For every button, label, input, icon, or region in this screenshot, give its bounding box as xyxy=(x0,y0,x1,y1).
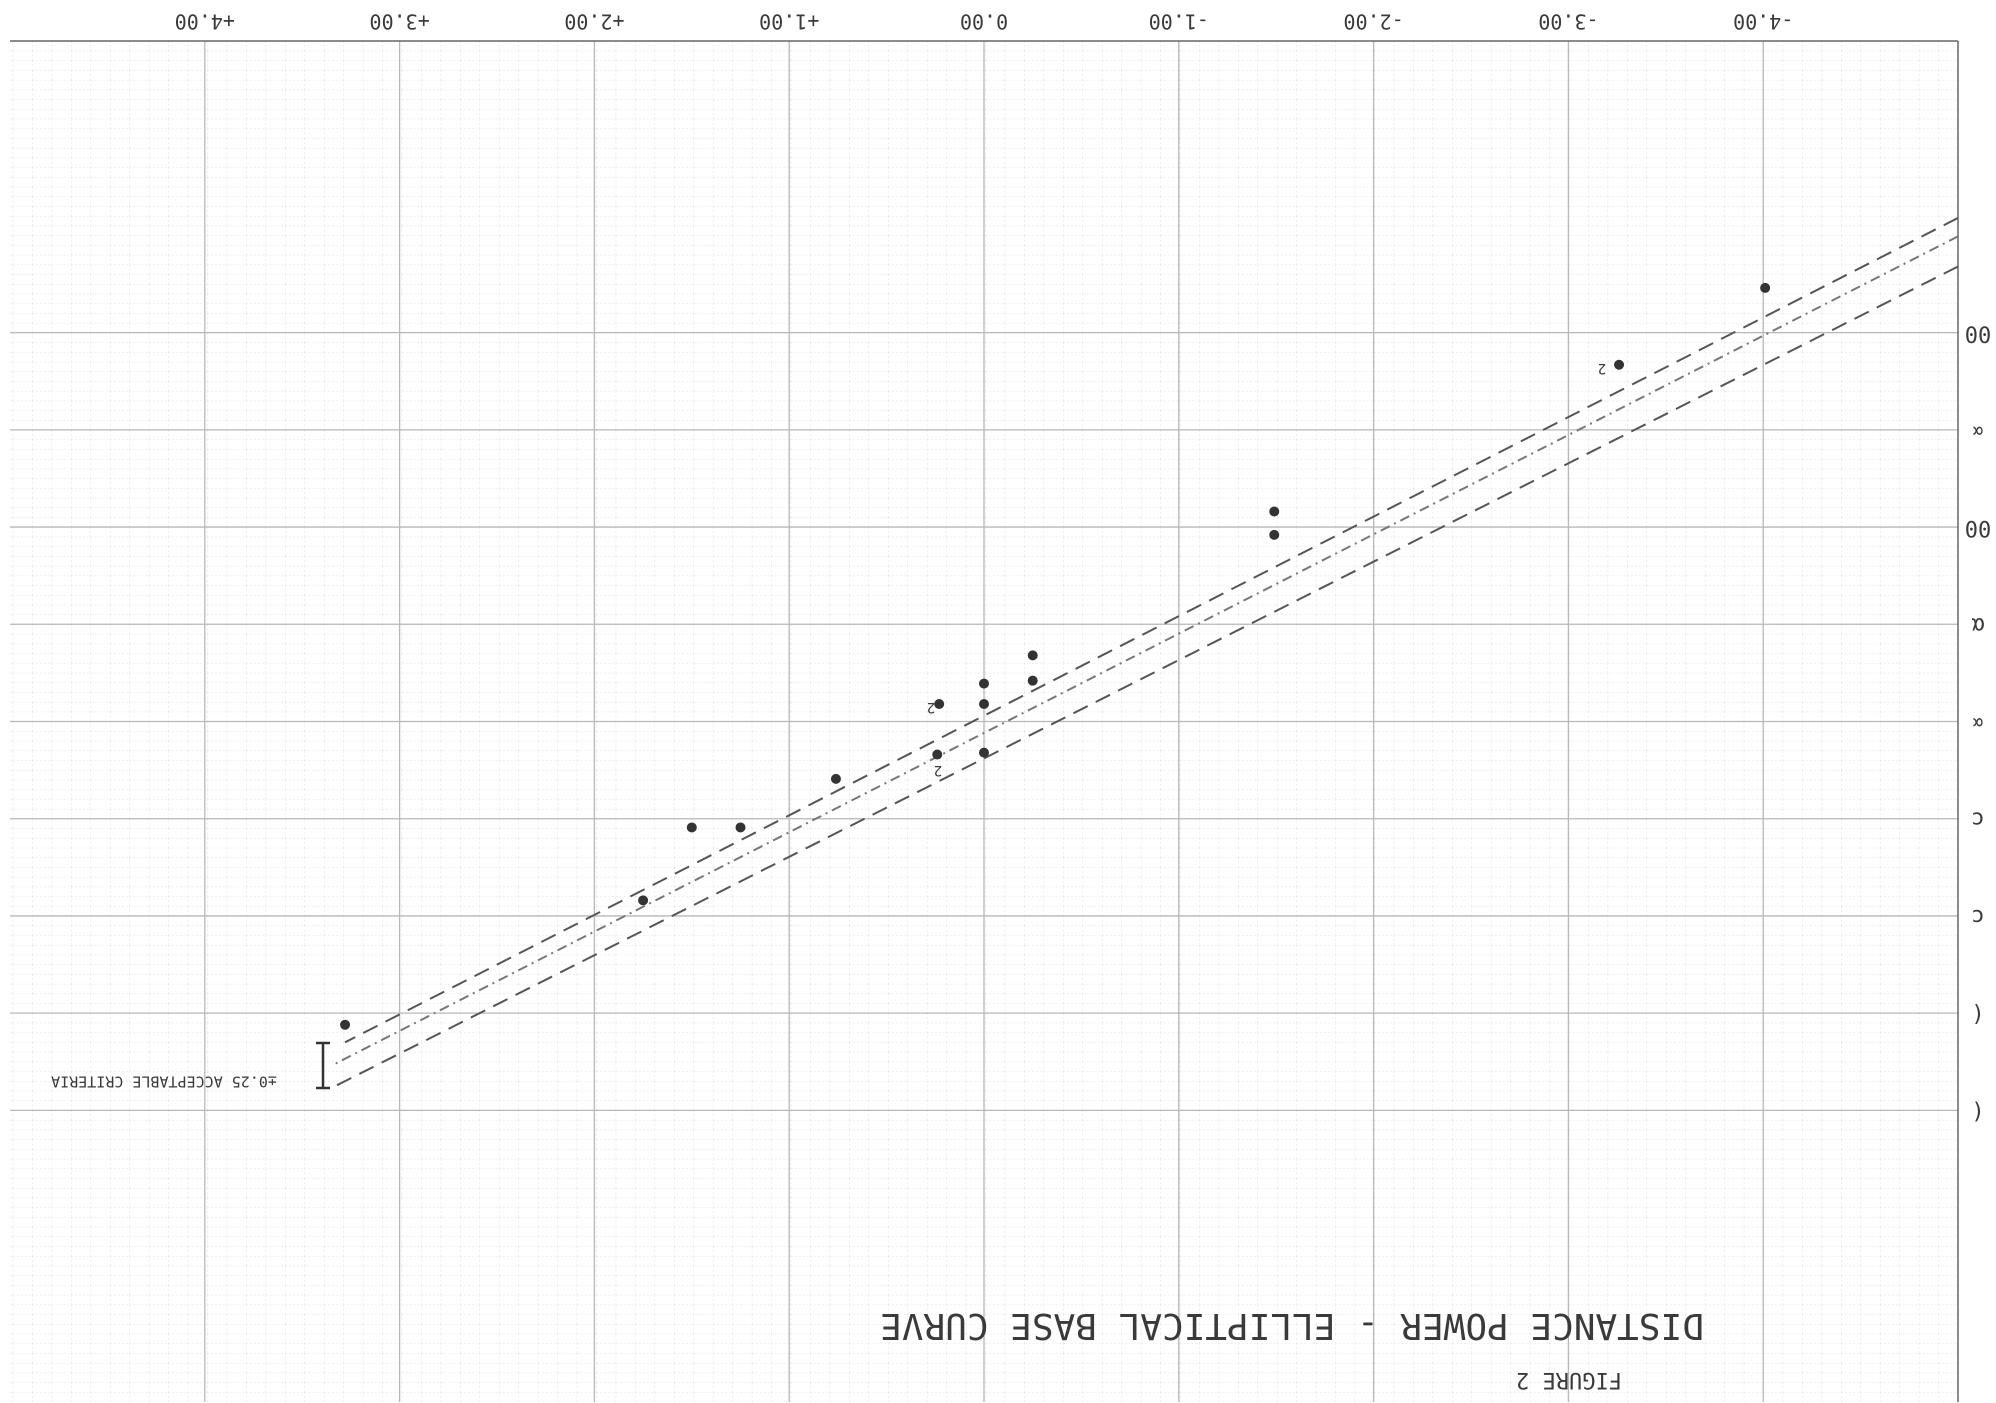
data-point xyxy=(979,748,989,758)
data-point xyxy=(1028,650,1038,660)
page: -4.00 -3.00 -2.00 -1.00 0.00 +1.00 +2.00 +3.00 +… xyxy=(0,0,1996,1403)
x-tick-label: -4.00 xyxy=(1733,10,1793,34)
x-tick-label: +4.00 xyxy=(175,10,235,34)
annotation: 2 xyxy=(934,762,942,778)
y-tick-label: c xyxy=(1971,904,1984,929)
data-point xyxy=(979,699,989,709)
data-point xyxy=(638,895,648,905)
y-tick-label: 00 xyxy=(1965,515,1992,540)
x-tick-label: +3.00 xyxy=(369,10,429,34)
y-tick-label: ∝ xyxy=(1971,418,1984,443)
y-tick-label: ( xyxy=(1971,1001,1984,1026)
x-tick-label: -3.00 xyxy=(1538,10,1598,34)
data-point xyxy=(979,679,989,689)
chart-subtitle: FIGURE 2 xyxy=(1516,1367,1622,1392)
x-tick-label: +2.00 xyxy=(564,10,624,34)
data-point xyxy=(1269,507,1279,517)
chart-title: DISTANCE POWER - ELLIPTICAL BASE CURVE xyxy=(880,1305,1704,1346)
data-point xyxy=(1760,283,1770,293)
data-point xyxy=(1614,360,1624,370)
y-tick-label: c xyxy=(1971,807,1984,832)
x-tick-label: +1.00 xyxy=(759,10,819,34)
annotation: ±0.25 ACCEPTABLE CRITERIA xyxy=(51,1073,277,1091)
annotation: 2 xyxy=(927,699,935,715)
x-tick-label: -1.00 xyxy=(1149,10,1209,34)
chart: -4.00 -3.00 -2.00 -1.00 0.00 +1.00 +2.00 +3.00 +… xyxy=(0,0,1996,1403)
x-tick-label: 0.00 xyxy=(960,10,1008,34)
x-tick-label: -2.00 xyxy=(1343,10,1403,34)
data-point xyxy=(1269,530,1279,540)
data-point xyxy=(340,1020,350,1030)
annotation: 2 xyxy=(1598,360,1606,376)
data-point xyxy=(932,750,942,760)
data-point xyxy=(1028,676,1038,686)
data-point xyxy=(831,774,841,784)
y-tick-label: α xyxy=(1971,612,1984,637)
data-point xyxy=(687,822,697,832)
y-tick-label: ∝ xyxy=(1971,710,1984,735)
y-tick-label: ( xyxy=(1971,1098,1984,1123)
y-tick-label: 00 xyxy=(1965,321,1992,346)
data-point xyxy=(736,822,746,832)
